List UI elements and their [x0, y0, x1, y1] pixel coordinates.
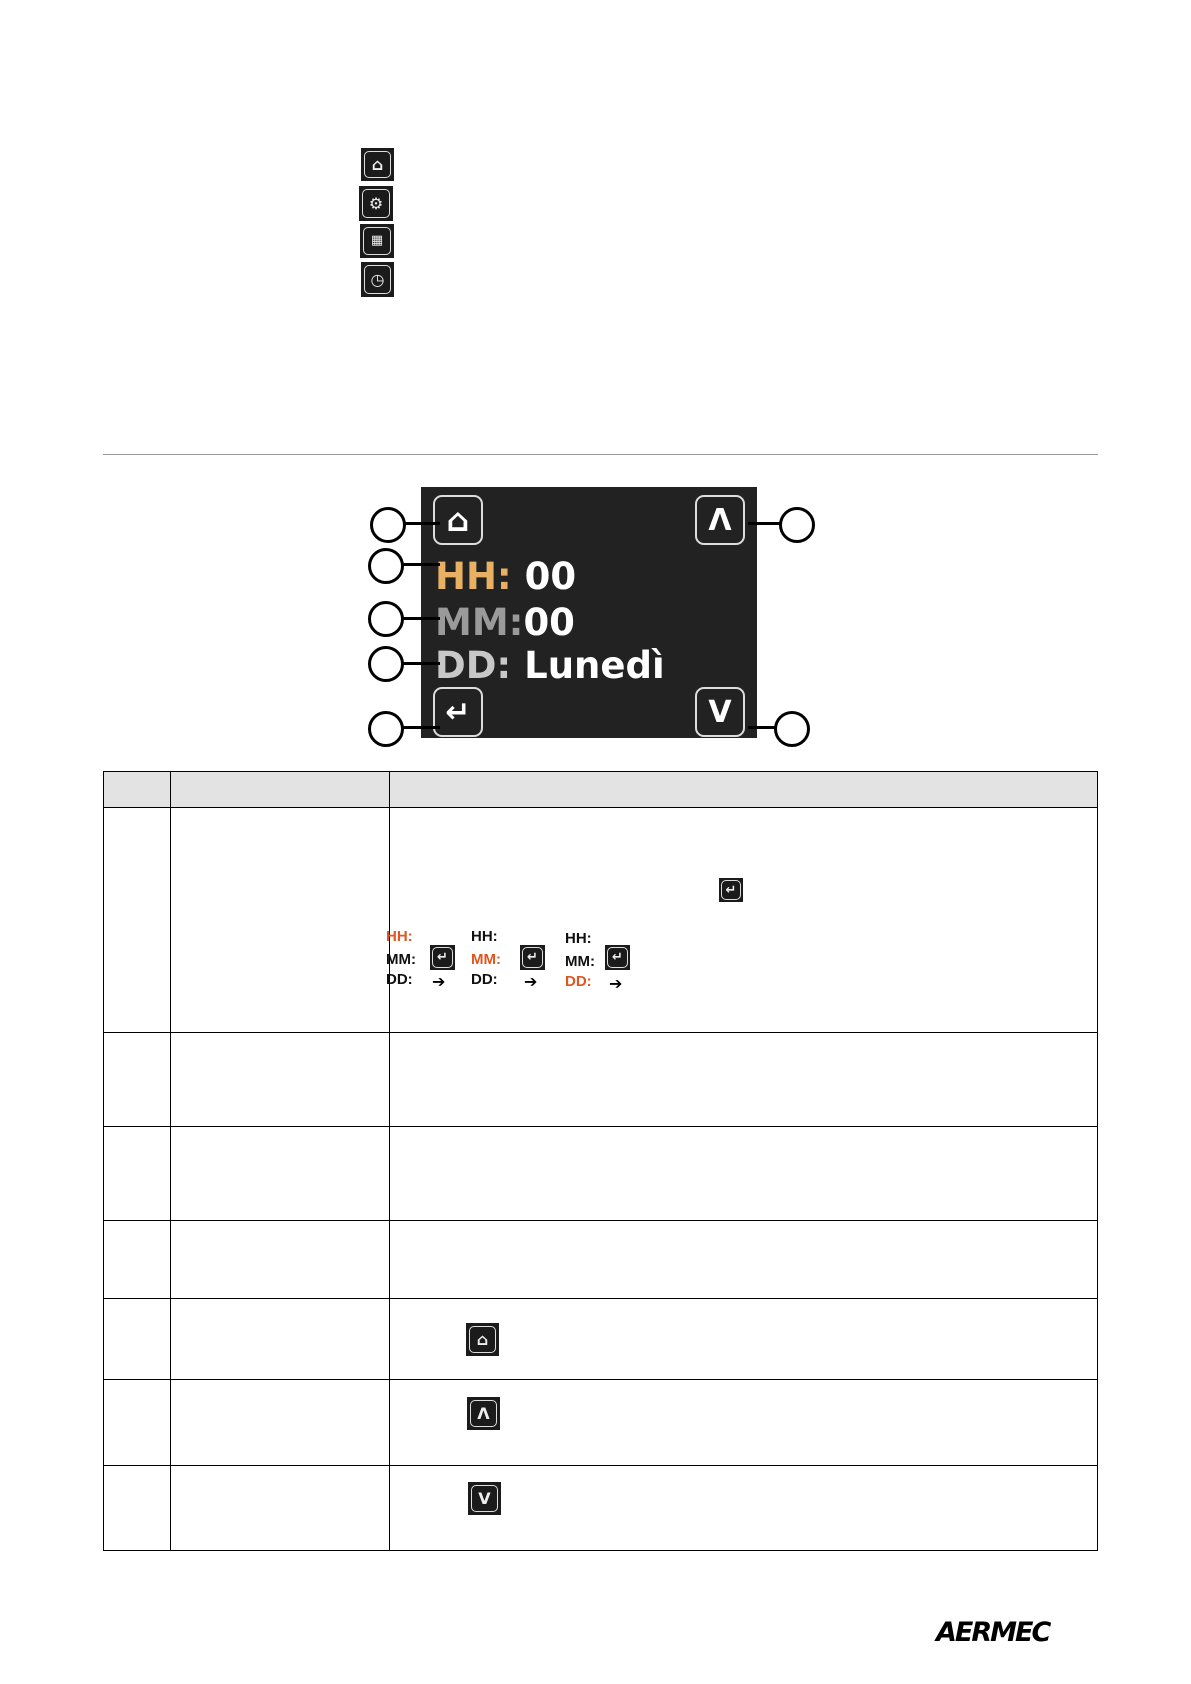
- hh-label: HH:: [435, 555, 512, 598]
- callout-line: [400, 563, 440, 566]
- description-table: [103, 771, 1098, 1551]
- mm-label: MM:: [435, 601, 524, 644]
- down-button-icon: V: [695, 687, 745, 737]
- seq1-hh: HH:: [386, 928, 413, 945]
- dd-label: DD:: [435, 644, 512, 687]
- callout-line: [748, 522, 783, 525]
- arrow-right-icon: ➔: [524, 972, 538, 991]
- hh-value: 00: [524, 555, 577, 598]
- enter-icon: ↵: [605, 945, 630, 970]
- home-icon: ⌂: [466, 1323, 499, 1356]
- seq3-mm: MM:: [565, 953, 595, 970]
- aermec-logo: AERMEC: [936, 1617, 1051, 1648]
- seq3-dd: DD:: [565, 973, 592, 990]
- callout-line: [400, 726, 440, 729]
- clock-icon: ◷: [361, 262, 394, 297]
- arrow-right-icon: ➔: [432, 972, 446, 991]
- enter-icon: ↵: [520, 945, 545, 970]
- callout-circle: [774, 711, 810, 747]
- up-button-icon: Λ: [695, 495, 745, 545]
- seq2-dd: DD:: [471, 971, 498, 988]
- home-button-icon: ⌂: [433, 495, 483, 545]
- callout-circle: [368, 646, 404, 682]
- callout-circle: [368, 601, 404, 637]
- home-icon: ⌂: [361, 148, 394, 181]
- callout-line: [400, 522, 440, 525]
- down-icon: V: [468, 1482, 501, 1515]
- callout-circle: [368, 548, 404, 584]
- arrow-right-icon: ➔: [609, 974, 623, 993]
- calendar-icon: ▦: [360, 224, 394, 258]
- divider: [103, 454, 1098, 455]
- seq1-mm: MM:: [386, 951, 416, 968]
- callout-line: [400, 617, 440, 620]
- seq2-mm: MM:: [471, 951, 501, 968]
- seq3-hh: HH:: [565, 930, 592, 947]
- seq2-hh: HH:: [471, 928, 498, 945]
- seq1-dd: DD:: [386, 971, 413, 988]
- callout-circle: [368, 711, 404, 747]
- enter-icon: ↵: [719, 878, 743, 902]
- enter-button-icon: ↵: [433, 687, 483, 737]
- settings-icon: ⚙: [359, 186, 393, 221]
- callout-circle: [370, 507, 406, 543]
- callout-circle: [779, 507, 815, 543]
- enter-icon: ↵: [430, 945, 455, 970]
- dd-value: Lunedì: [524, 644, 665, 687]
- callout-line: [748, 726, 778, 729]
- display-screen: ⌂ Λ HH: 00 MM:00 DD: Lunedì ↵ V: [421, 487, 757, 738]
- callout-line: [400, 662, 440, 665]
- mm-value: 00: [523, 601, 575, 644]
- up-icon: Λ: [467, 1397, 500, 1430]
